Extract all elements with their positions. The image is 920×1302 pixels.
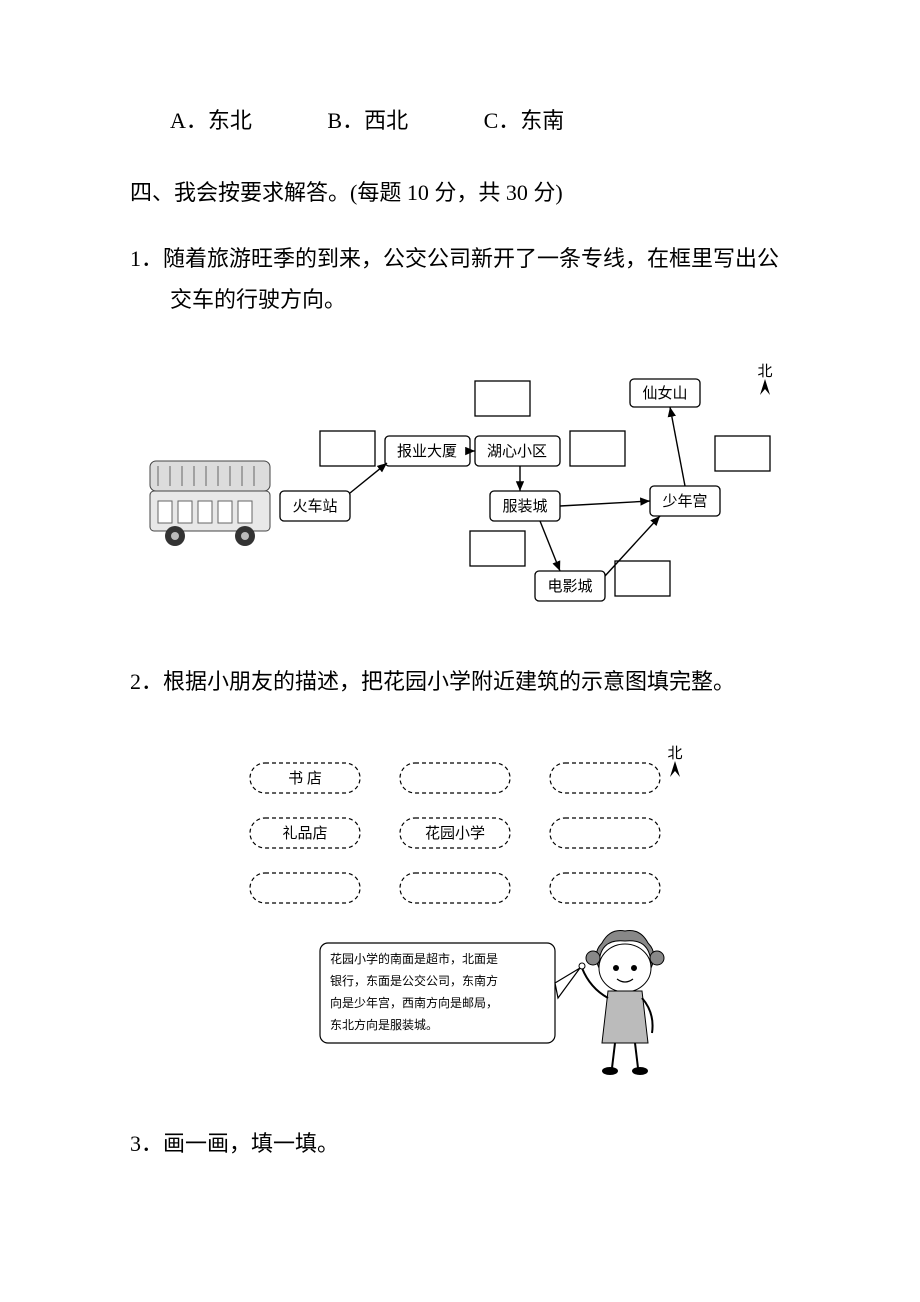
label-baoye: 报业大厦 xyxy=(397,443,457,460)
north-arrow-icon-2 xyxy=(670,761,680,777)
label-train: 火车站 xyxy=(292,498,337,515)
label-dianying: 电影城 xyxy=(547,578,592,595)
arrow-5 xyxy=(540,521,560,571)
empty-box-5 xyxy=(615,561,670,596)
cell-0-1 xyxy=(400,763,510,793)
bus-icon xyxy=(150,461,270,546)
arrow-7 xyxy=(670,407,685,486)
option-b: B．西北 xyxy=(327,100,408,142)
cell-1-2 xyxy=(550,818,660,848)
north-label-1: 北 xyxy=(757,363,772,380)
label-0-0: 书 店 xyxy=(288,770,322,787)
bubble-line-1: 花园小学的南面是超市，北面是 xyxy=(330,951,498,966)
north-label-2: 北 xyxy=(667,745,682,762)
mc-options-row: A．东北 B．西北 C．东南 xyxy=(170,100,790,142)
empty-box-4 xyxy=(470,531,525,566)
q1-line2: 交车的行驶方向。 xyxy=(130,279,790,321)
worksheet-page: A．东北 B．西北 C．东南 四、我会按要求解答。(每题 10 分，共 30 分… xyxy=(0,0,920,1243)
empty-box-3 xyxy=(570,431,625,466)
option-a: A．东北 xyxy=(170,100,252,142)
arrow-4 xyxy=(560,501,650,506)
q2-diagram: 北 书 店 礼品店 花园小学 花园小学的南面是超市，北面是 银 xyxy=(130,743,790,1083)
bubble-line-4: 东北方向是服装城。 xyxy=(330,1017,438,1032)
question-2: 2．根据小朋友的描述，把花园小学附近建筑的示意图填完整。 xyxy=(130,661,790,703)
north-arrow-icon xyxy=(760,379,770,395)
label-1-0: 礼品店 xyxy=(282,825,327,842)
question-3: 3．画一画，填一填。 xyxy=(130,1123,790,1165)
bubble-tail xyxy=(555,968,580,998)
empty-box-1 xyxy=(320,431,375,466)
bubble-line-3: 向是少年宫，西南方向是邮局， xyxy=(330,995,498,1010)
option-c: C．东南 xyxy=(484,100,565,142)
empty-box-6 xyxy=(715,436,770,471)
q1-line1: 1．随着旅游旺季的到来，公交公司新开了一条专线，在框里写出公 xyxy=(130,238,790,280)
school-map-svg: 北 书 店 礼品店 花园小学 花园小学的南面是超市，北面是 银 xyxy=(210,743,710,1083)
cell-2-1 xyxy=(400,873,510,903)
label-1-1: 花园小学 xyxy=(425,825,485,842)
label-shaonian: 少年宫 xyxy=(662,493,707,510)
arrow-1 xyxy=(350,463,387,493)
label-fuzh: 服装城 xyxy=(502,498,547,515)
cell-0-2 xyxy=(550,763,660,793)
bus-route-svg: 火车站 报业大厦 湖心小区 服装城 电影城 xyxy=(140,361,780,621)
cell-2-2 xyxy=(550,873,660,903)
girl-cartoon-icon xyxy=(579,930,664,1075)
label-huxin: 湖心小区 xyxy=(487,443,547,460)
question-1: 1．随着旅游旺季的到来，公交公司新开了一条专线，在框里写出公 交车的行驶方向。 xyxy=(130,238,790,322)
section-4-title: 四、我会按要求解答。(每题 10 分，共 30 分) xyxy=(130,172,790,214)
label-xiannv: 仙女山 xyxy=(642,384,687,402)
q1-diagram: 火车站 报业大厦 湖心小区 服装城 电影城 xyxy=(130,361,790,621)
cell-2-0 xyxy=(250,873,360,903)
empty-box-2 xyxy=(475,381,530,416)
bubble-line-2: 银行，东面是公交公司，东南方 xyxy=(330,973,498,988)
